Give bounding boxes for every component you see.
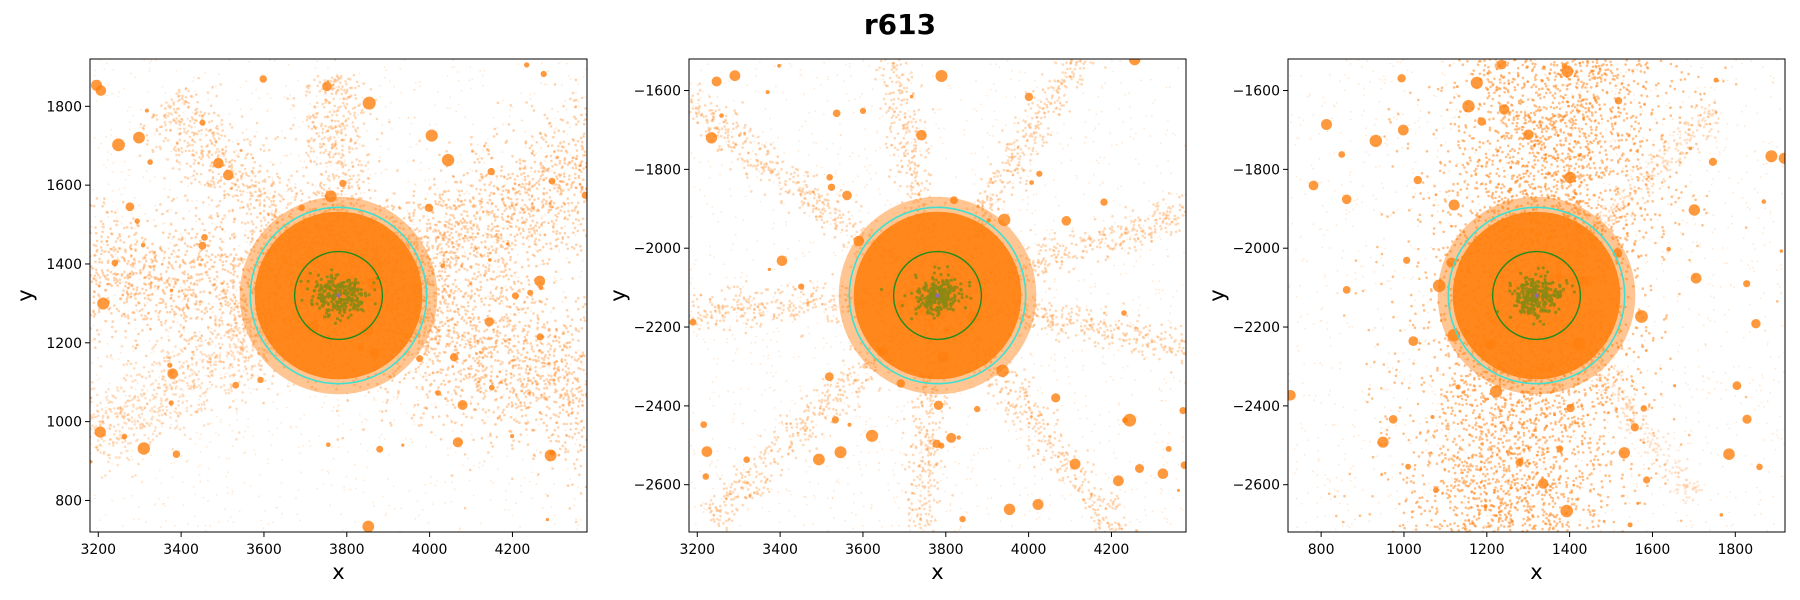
y-tick-label: −1800 (634, 162, 681, 178)
x-tick-label: 800 (1308, 542, 1335, 558)
x-axis-label: x (1530, 560, 1542, 584)
y-tick-label: −1800 (1233, 162, 1280, 178)
x-tick-label: 1800 (1717, 542, 1753, 558)
outer-radius-circle (848, 206, 1027, 385)
x-tick-label: 3400 (163, 542, 199, 558)
y-tick-label: −1600 (1233, 84, 1280, 100)
x-tick-label: 4200 (495, 542, 531, 558)
outer-radius-circle (1447, 206, 1626, 385)
axes-frame (1287, 58, 1786, 533)
y-axis-label: y (13, 289, 37, 301)
y-tick-label: −2000 (1233, 241, 1280, 257)
x-tick-label: 4200 (1094, 542, 1130, 558)
x-axis-label: x (931, 560, 943, 584)
y-tick-label: −2400 (1233, 399, 1280, 415)
panels: 3200 3400 3600 3800 4000 4200 800 1000 1200 1400 1… (13, 58, 1786, 584)
x-tick-label: 3800 (928, 542, 964, 558)
axes-frame (89, 58, 588, 533)
y-tick-label: 800 (55, 493, 82, 509)
y-tick-label: −2400 (634, 399, 681, 415)
panel-1: 3200 3400 3600 3800 4000 4200 800 1000 1200 1400 1… (13, 58, 588, 584)
outer-radius-circle (249, 206, 428, 385)
y-axis-label: y (1205, 289, 1229, 301)
panel-3: 800 1000 1200 1400 1600 1800 −2600 −2400 −2200 −2… (1205, 58, 1786, 584)
y-tick-label: −2200 (1233, 320, 1280, 336)
y-tick-label: 1000 (46, 415, 82, 431)
center-point (935, 293, 940, 298)
y-axis-label: y (606, 289, 630, 301)
center-point (1534, 293, 1539, 298)
particle-scatter (689, 59, 1186, 532)
x-tick-label: 3200 (80, 542, 116, 558)
x-axis-label: x (332, 560, 344, 584)
axes-frame (688, 58, 1187, 533)
plot-area (1288, 59, 1785, 532)
figure-title: r613 (864, 8, 936, 41)
x-tick-label: 1600 (1635, 542, 1671, 558)
y-tick-label: −2600 (634, 478, 681, 494)
x-tick-label: 3600 (246, 542, 282, 558)
x-tick-label: 4000 (1011, 542, 1047, 558)
x-tick-label: 3800 (329, 542, 365, 558)
x-tick-label: 3600 (845, 542, 881, 558)
plot-area (90, 59, 587, 532)
center-point (336, 293, 341, 298)
y-tick-label: 1600 (46, 178, 82, 194)
x-tick-label: 3400 (762, 542, 798, 558)
inner-radius-circle (293, 250, 384, 341)
y-tick-label: −2200 (634, 320, 681, 336)
y-tick-label: −2000 (634, 241, 681, 257)
x-tick-label: 4000 (412, 542, 448, 558)
y-tick-label: −2600 (1233, 478, 1280, 494)
inner-radius-circle (1491, 250, 1582, 341)
x-tick-label: 1400 (1552, 542, 1588, 558)
y-tick-label: 1200 (46, 336, 82, 352)
x-tick-label: 1000 (1386, 542, 1422, 558)
x-tick-label: 3200 (679, 542, 715, 558)
y-tick-label: 1400 (46, 257, 82, 273)
plot-area (689, 59, 1186, 532)
panel-2: 3200 3400 3600 3800 4000 4200 −2600 −2400 −2200 −… (606, 58, 1187, 584)
x-tick-label: 1200 (1469, 542, 1505, 558)
inner-radius-circle (892, 250, 983, 341)
y-tick-label: −1600 (634, 84, 681, 100)
y-tick-label: 1800 (46, 99, 82, 115)
